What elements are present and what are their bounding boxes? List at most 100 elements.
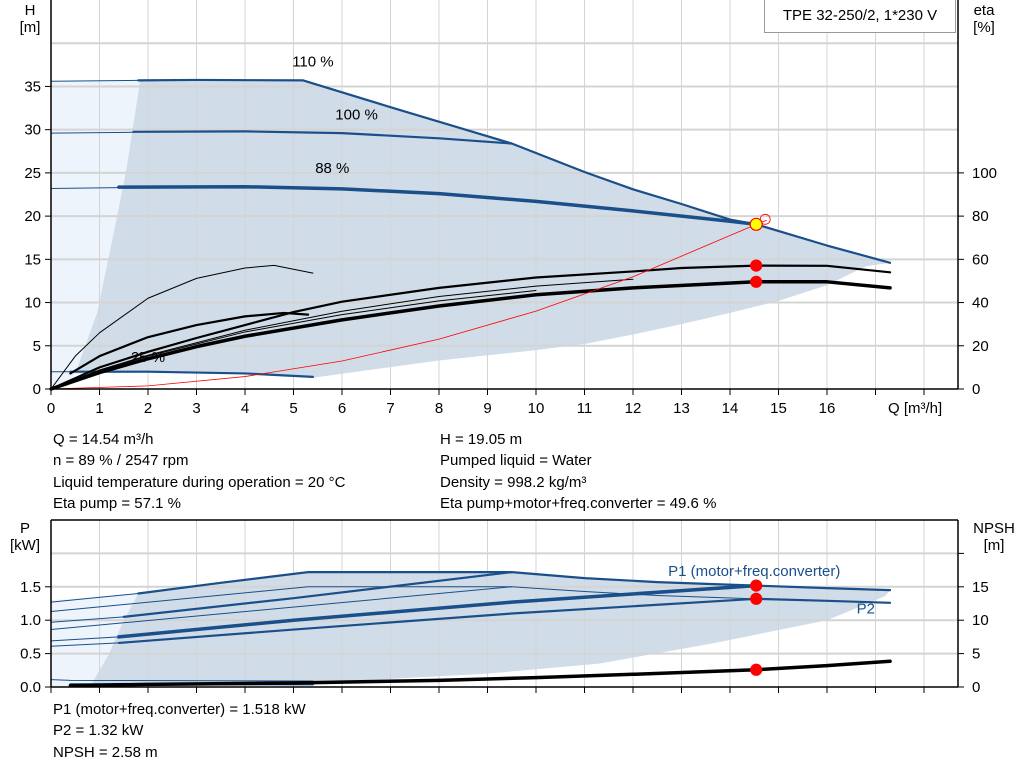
x-tick-label: 2 xyxy=(144,400,152,417)
p-axis-label: P [kW] xyxy=(8,520,42,554)
x-tick-label: 11 xyxy=(577,400,593,417)
operating-region-light xyxy=(51,593,139,687)
efficiency-curve-12 xyxy=(49,264,892,391)
npsh-axis-label: NPSH [m] xyxy=(966,520,1022,554)
power-curve-6 xyxy=(50,586,513,631)
npsh-curve-13 xyxy=(68,659,892,688)
head-curve-3 xyxy=(132,130,513,145)
x-tick-label: 1 xyxy=(95,400,103,417)
y2-tick-label: 40 xyxy=(972,295,989,312)
operating-point-marker xyxy=(749,217,763,231)
y2-tick-label: 80 xyxy=(972,208,989,225)
x-tick-label: 6 xyxy=(338,400,346,417)
efficiency-curve-9 xyxy=(69,311,310,375)
y2-tick-label: 20 xyxy=(972,338,989,355)
x-tick-label: 7 xyxy=(386,400,394,417)
x-tick-label: 10 xyxy=(528,400,545,417)
y-tick-label: 10 xyxy=(24,295,41,312)
y2-tick-label: 100 xyxy=(972,165,997,182)
y-tick-label: 0 xyxy=(33,381,41,398)
p-axis-symbol: P xyxy=(19,520,30,537)
eta-axis-label: eta [%] xyxy=(964,2,1004,36)
h-axis-symbol: H xyxy=(24,2,36,19)
y2-tick-label: 10 xyxy=(972,612,989,629)
power-curve-4 xyxy=(50,616,125,623)
curve-label: 25 % xyxy=(131,349,165,366)
curve-label: 88 % xyxy=(315,160,349,177)
y-tick-label: 1.5 xyxy=(20,579,41,596)
eta-axis-symbol: eta xyxy=(973,2,995,19)
h-axis-label: H [m] xyxy=(18,2,42,36)
operating-region-light xyxy=(51,81,141,389)
power-curve-9 xyxy=(50,642,120,647)
y-tick-label: 5 xyxy=(33,338,41,355)
operating-region-range xyxy=(75,80,891,378)
y-tick-label: 35 xyxy=(24,78,41,95)
p-axis-unit: [kW] xyxy=(10,537,40,554)
power-curve-7 xyxy=(50,636,120,642)
duty-point-marker xyxy=(750,592,763,605)
readout-npsh: NPSH = 2.58 m xyxy=(53,744,158,761)
x-tick-label: 15 xyxy=(770,400,787,417)
power-curve-3 xyxy=(755,597,892,604)
readout-flow: Q = 14.54 m³/h xyxy=(53,431,154,448)
q-axis-label: Q [m³/h] xyxy=(888,400,943,417)
power-curve-2 xyxy=(50,586,757,613)
readout-pumped-liquid: Pumped liquid = Water xyxy=(440,452,592,469)
power-curve-0 xyxy=(50,592,139,603)
npsh-axis-symbol: NPSH xyxy=(973,520,1015,537)
readout-p1: P1 (motor+freq.converter) = 1.518 kW xyxy=(53,701,306,718)
y2-tick-label: 60 xyxy=(972,251,989,268)
curve-label: P1 (motor+freq.converter) xyxy=(668,563,840,580)
x-tick-label: 13 xyxy=(673,400,690,417)
efficiency-curve-13 xyxy=(49,280,892,391)
pump-model-legend: TPE 32-250/2, 1*230 V xyxy=(764,0,956,33)
y-tick-label: 25 xyxy=(24,165,41,182)
readout-eta-total: Eta pump+motor+freq.converter = 49.6 % xyxy=(440,495,717,512)
head-efficiency-chart: 0 1 2 3 4 5 6 7 8 9 10 11 12 13 14 15 160510152025303502… xyxy=(24,0,997,417)
duty-point-marker xyxy=(750,259,763,272)
y-tick-label: 15 xyxy=(24,251,41,268)
y2-tick-label: 15 xyxy=(972,579,989,596)
curve-label: P2 xyxy=(857,601,875,618)
power-curve-8 xyxy=(117,583,758,639)
y2-tick-label: 5 xyxy=(972,646,980,663)
y-tick-label: 30 xyxy=(24,122,41,139)
x-tick-label: 12 xyxy=(625,400,642,417)
readout-density: Density = 998.2 kg/m³ xyxy=(440,474,587,491)
x-tick-label: 14 xyxy=(722,400,739,417)
head-curve-7 xyxy=(69,370,314,378)
readout-speed: n = 89 % / 2547 rpm xyxy=(53,452,189,469)
readout-liquid-temperature: Liquid temperature during operation = 20… xyxy=(53,474,346,491)
duty-point-marker xyxy=(750,275,763,288)
operating-region-range xyxy=(89,572,891,687)
power-npsh-chart: 0.0 0.5 1.0 1.5 0 5 10 15 P1 (motor+freq.convert… xyxy=(20,519,989,696)
duty-point-marker xyxy=(750,579,763,592)
duty-point-marker xyxy=(750,663,763,676)
y2-tick-label: 0 xyxy=(972,381,980,398)
head-curve-0 xyxy=(50,79,139,82)
head-curve-2 xyxy=(50,131,134,134)
y-tick-label: 0.5 xyxy=(20,646,41,663)
y-tick-label: 0.0 xyxy=(20,679,41,696)
head-curve-4 xyxy=(50,187,120,189)
eta-axis-unit: [%] xyxy=(973,19,995,36)
curve-label: 100 % xyxy=(335,106,378,123)
x-tick-label: 3 xyxy=(192,400,200,417)
readout-eta-pump: Eta pump = 57.1 % xyxy=(53,495,181,512)
npsh-axis-unit: [m] xyxy=(983,537,1005,554)
efficiency-curve-8 xyxy=(50,264,314,390)
power-curve-1 xyxy=(137,571,892,595)
curve-label: 110 % xyxy=(292,54,333,71)
x-tick-label: 4 xyxy=(241,400,249,417)
x-tick-label: 8 xyxy=(435,400,443,417)
system-curve-14 xyxy=(50,220,767,390)
y2-tick-label: 0 xyxy=(972,679,980,696)
power-curve-11 xyxy=(50,679,314,682)
x-tick-label: 16 xyxy=(819,400,836,417)
h-axis-unit: [m] xyxy=(19,19,41,36)
power-curve-5 xyxy=(122,571,513,618)
power-curve-10 xyxy=(117,597,758,645)
efficiency-curve-10 xyxy=(50,278,634,390)
